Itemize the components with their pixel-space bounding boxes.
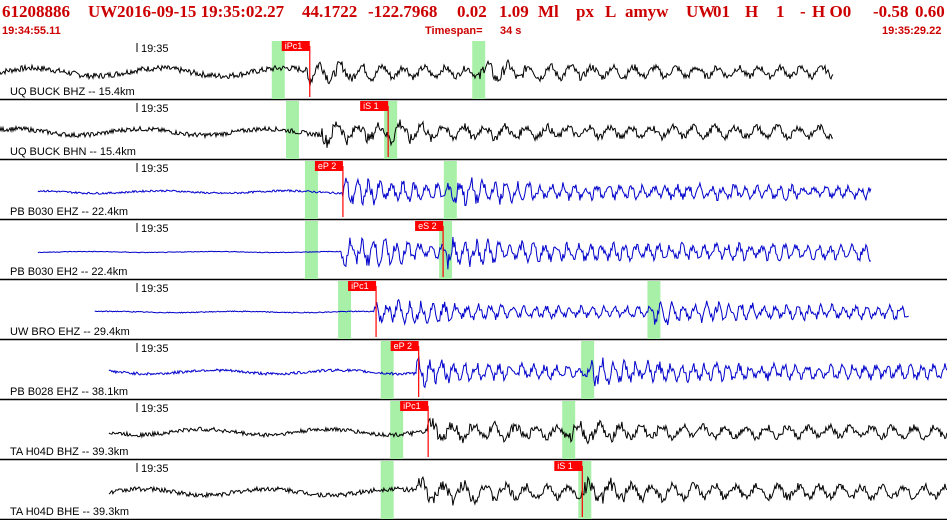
tick-label: 19:35 [141, 403, 169, 415]
flag-dash: - [800, 2, 806, 21]
waveform [37, 177, 872, 207]
flag-1: 1 [776, 2, 785, 21]
waveform [108, 475, 947, 506]
tick-label: 19:35 [141, 163, 169, 175]
pick-label-box[interactable] [400, 401, 429, 411]
timespan-label: Timespan= [425, 25, 483, 37]
station-label: UW BRO EHZ -- 29.4km [10, 326, 130, 338]
pick-label-box[interactable] [390, 341, 419, 351]
waveform [94, 298, 909, 326]
version: 01 [713, 2, 730, 21]
phase-window-band [562, 401, 576, 459]
station-label: UQ BUCK BHZ -- 15.4km [10, 86, 135, 98]
phase-window-band [647, 281, 661, 339]
event-longitude: -122.7968 [368, 2, 438, 21]
event-id: 61208886 [2, 2, 70, 21]
station-label: PB B028 EHZ -- 38.1km [10, 386, 128, 398]
trace-row[interactable]: 19:35 eP 2 PB B030 EHZ -- 22.4km [0, 161, 947, 221]
trace-row[interactable]: 19:35 iPc1 UQ BUCK BHZ -- 15.4km [0, 41, 947, 101]
phase-window-band [304, 161, 318, 219]
waveform [0, 119, 834, 148]
pick-label: iS 1 [557, 461, 573, 471]
station-label: TA H04D BHE -- 39.3km [10, 506, 129, 518]
phase-window-band [384, 101, 398, 159]
waveform [108, 417, 947, 445]
phase-window-band [472, 41, 486, 99]
pick-label-box[interactable] [314, 161, 343, 171]
timespan-value: 34 s [500, 25, 522, 37]
event-latitude: 44.1722 [302, 2, 358, 21]
value-1: -0.58 [873, 2, 909, 21]
station-label: PB B030 EHZ -- 22.4km [10, 206, 128, 218]
flag-px: px [576, 2, 594, 21]
station-label: UQ BUCK BHN -- 15.4km [10, 146, 136, 158]
magnitude-type: Ml [538, 2, 559, 21]
flag-h: H [745, 2, 759, 21]
tick-label: 19:35 [141, 103, 169, 115]
event-magnitude: 1.09 [499, 2, 529, 21]
phase-window-band [304, 221, 318, 279]
seismogram-panel[interactable]: 19:35 iPc1 UQ BUCK BHZ -- 15.4km 19:35 iS 1 U… [0, 40, 947, 520]
pick-label-box[interactable] [554, 461, 583, 471]
trace-row[interactable]: 19:35 iPc1 UW BRO EHZ -- 29.4km [0, 281, 947, 341]
waveform [108, 355, 947, 389]
pick-label: iS 1 [363, 101, 379, 111]
pick-label-box[interactable] [281, 41, 310, 51]
pick-label: iPc1 [351, 281, 369, 291]
phase-window-band [380, 461, 394, 519]
event-network: UW [88, 2, 118, 21]
tick-label: 19:35 [141, 223, 169, 235]
pick-label: iPc1 [285, 41, 303, 51]
tick-label: 19:35 [141, 43, 169, 55]
waveform [0, 58, 834, 86]
phase-window-band [271, 41, 285, 99]
phase-window-band [439, 221, 453, 279]
pick-label-box[interactable] [415, 221, 444, 231]
event-depth: 0.02 [457, 2, 487, 21]
tick-label: 19:35 [141, 463, 169, 475]
pick-label: eP 2 [318, 161, 336, 171]
tick-label: 19:35 [141, 343, 169, 355]
flag-ho: H O0 [812, 2, 852, 21]
value-2: 0.60 [915, 2, 945, 21]
station-label: TA H04D BHZ -- 39.3km [10, 446, 128, 458]
trace-row[interactable]: 19:35 iPc1 TA H04D BHZ -- 39.3km [0, 401, 947, 461]
pick-label-box[interactable] [360, 101, 389, 111]
pick-label: eP 2 [394, 341, 412, 351]
tick-label: 19:35 [141, 283, 169, 295]
start-time: 19:34:55.11 [2, 25, 61, 37]
phase-window-band [443, 161, 457, 219]
pick-label-box[interactable] [348, 281, 377, 291]
trace-row[interactable]: 19:35 iS 1 UQ BUCK BHN -- 15.4km [0, 101, 947, 161]
trace-row[interactable]: 19:35 eP 2 PB B028 EHZ -- 38.1km [0, 341, 947, 401]
trace-row[interactable]: 19:35 iS 1 TA H04D BHE -- 39.3km [0, 461, 947, 520]
event-datetime: 2016-09-15 19:35:02.27 [117, 2, 285, 21]
station-label: PB B030 EH2 -- 22.4km [10, 266, 127, 278]
phase-window-band [390, 401, 404, 459]
phase-window-band [380, 341, 394, 399]
pick-label: iPc1 [403, 401, 421, 411]
analyst-name: amyw [625, 2, 669, 21]
pick-label: eS 2 [418, 221, 437, 231]
waveform [37, 236, 872, 270]
phase-window-band [338, 281, 352, 339]
trace-row[interactable]: 19:35 eS 2 PB B030 EH2 -- 22.4km [0, 221, 947, 281]
event-header: 61208886 UW 2016-09-15 19:35:02.27 44.17… [0, 0, 947, 40]
flag-l: L [605, 2, 617, 21]
origin-network: UW [686, 2, 716, 21]
phase-window-band [578, 461, 592, 519]
end-time: 19:35:29.22 [882, 25, 942, 37]
